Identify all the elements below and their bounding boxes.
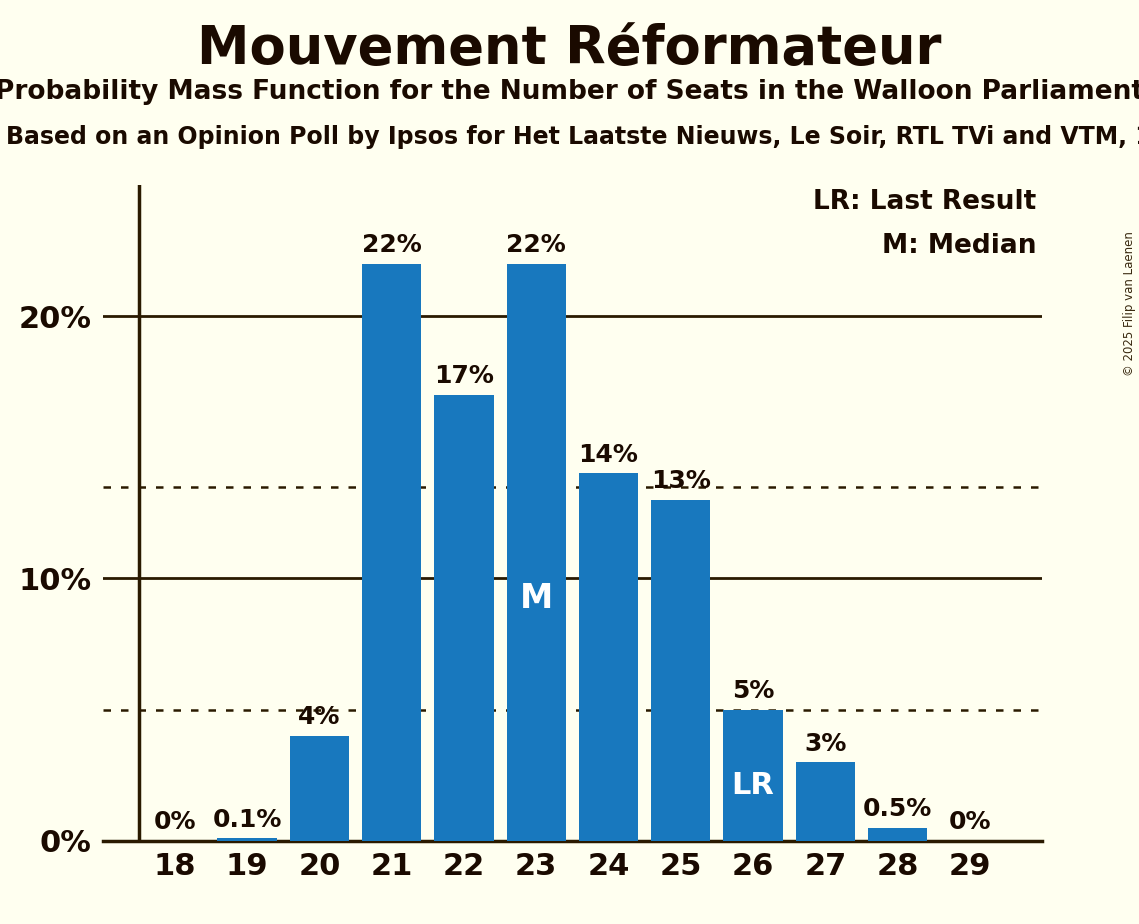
Text: 5%: 5% — [732, 679, 775, 703]
Bar — [652, 500, 711, 841]
Text: 13%: 13% — [650, 469, 711, 493]
Text: 0.1%: 0.1% — [213, 808, 281, 832]
Text: 17%: 17% — [434, 364, 494, 388]
Bar — [507, 263, 566, 841]
Text: 22%: 22% — [362, 233, 421, 257]
Text: M: Median: M: Median — [882, 233, 1036, 259]
Bar — [289, 736, 349, 841]
Text: LR: LR — [731, 772, 775, 800]
Text: 22%: 22% — [507, 233, 566, 257]
Bar — [434, 395, 493, 841]
Text: 0%: 0% — [154, 810, 196, 834]
Text: Probability Mass Function for the Number of Seats in the Walloon Parliament: Probability Mass Function for the Number… — [0, 79, 1139, 104]
Text: Based on an Opinion Poll by Ipsos for Het Laatste Nieuws, Le Soir, RTL TVi and V: Based on an Opinion Poll by Ipsos for He… — [6, 125, 1139, 149]
Bar — [579, 473, 638, 841]
Text: Mouvement Réformateur: Mouvement Réformateur — [197, 23, 942, 75]
Bar — [868, 828, 927, 841]
Bar — [723, 710, 782, 841]
Bar — [796, 762, 855, 841]
Bar — [218, 838, 277, 841]
Text: LR: Last Result: LR: Last Result — [813, 189, 1036, 215]
Text: 0%: 0% — [949, 810, 991, 834]
Text: 14%: 14% — [579, 443, 639, 467]
Text: © 2025 Filip van Laenen: © 2025 Filip van Laenen — [1123, 231, 1137, 376]
Text: 4%: 4% — [298, 705, 341, 729]
Bar — [362, 263, 421, 841]
Text: M: M — [519, 582, 552, 614]
Text: 3%: 3% — [804, 732, 846, 756]
Text: 0.5%: 0.5% — [863, 797, 932, 821]
